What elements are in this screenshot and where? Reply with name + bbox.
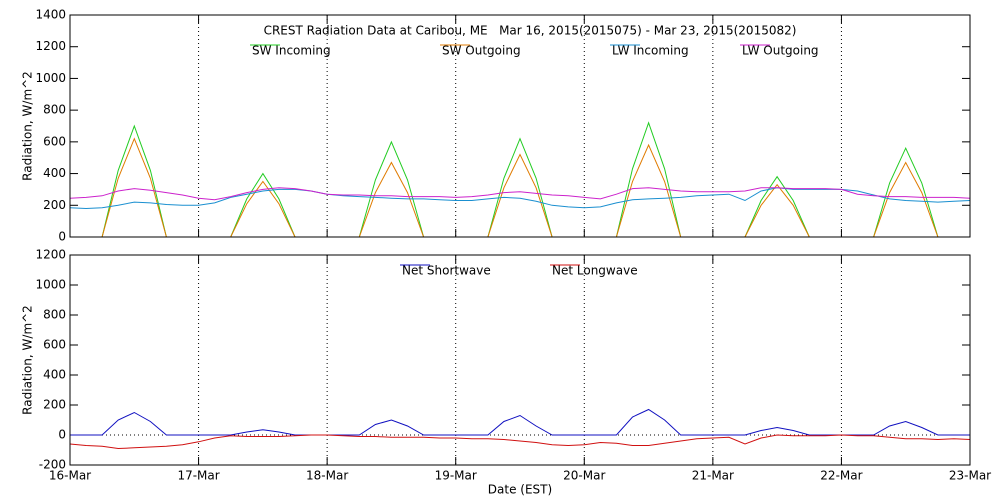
x-tick-label: 22-Mar xyxy=(820,469,862,483)
y-tick-label: 800 xyxy=(43,308,66,322)
x-axis-label: Date (EST) xyxy=(488,483,552,497)
x-tick-label: 19-Mar xyxy=(435,469,477,483)
series-line xyxy=(69,187,971,201)
y-tick-label: 800 xyxy=(43,103,66,117)
legend-label: SW Incoming xyxy=(252,44,331,58)
y-tick-label: 400 xyxy=(43,166,66,180)
x-tick-label: 17-Mar xyxy=(177,469,219,483)
y-tick-label: 200 xyxy=(43,198,66,212)
y-tick-label: 1000 xyxy=(35,71,66,85)
x-tick-label: 23-Mar xyxy=(949,469,991,483)
series-line xyxy=(69,187,971,210)
series-line xyxy=(70,121,970,238)
y-tick-label: 200 xyxy=(43,398,66,412)
y-tick-label: 1200 xyxy=(35,248,66,262)
y-axis-label: Radiation, W/m^2 xyxy=(21,305,35,415)
y-tick-label: 0 xyxy=(58,230,66,244)
series-line xyxy=(70,408,970,436)
x-tick-label: 21-Mar xyxy=(692,469,734,483)
plot-frame xyxy=(69,14,971,238)
y-axis-label: Radiation, W/m^2 xyxy=(21,71,35,181)
series-line xyxy=(69,434,971,450)
y-tick-label: -200 xyxy=(39,458,66,472)
series-line xyxy=(70,137,970,238)
legend-label: SW Outgoing xyxy=(442,44,521,58)
x-tick-label: 16-Mar xyxy=(49,469,91,483)
x-tick-label: 20-Mar xyxy=(563,469,605,483)
y-tick-label: 600 xyxy=(43,134,66,148)
legend-label: Net Shortwave xyxy=(402,264,491,278)
y-tick-label: 1400 xyxy=(35,8,66,22)
y-tick-label: 400 xyxy=(43,368,66,382)
y-tick-label: 600 xyxy=(43,338,66,352)
y-tick-label: 1200 xyxy=(35,39,66,53)
legend-label: LW Outgoing xyxy=(742,44,819,58)
y-tick-label: 1000 xyxy=(35,278,66,292)
legend-label: Net Longwave xyxy=(552,264,638,278)
plot-frame xyxy=(69,254,971,466)
chart-title: CREST Radiation Data at Caribou, ME Mar … xyxy=(264,24,797,38)
x-tick-label: 18-Mar xyxy=(306,469,348,483)
y-tick-label: 0 xyxy=(58,428,66,442)
legend-label: LW Incoming xyxy=(612,44,689,58)
